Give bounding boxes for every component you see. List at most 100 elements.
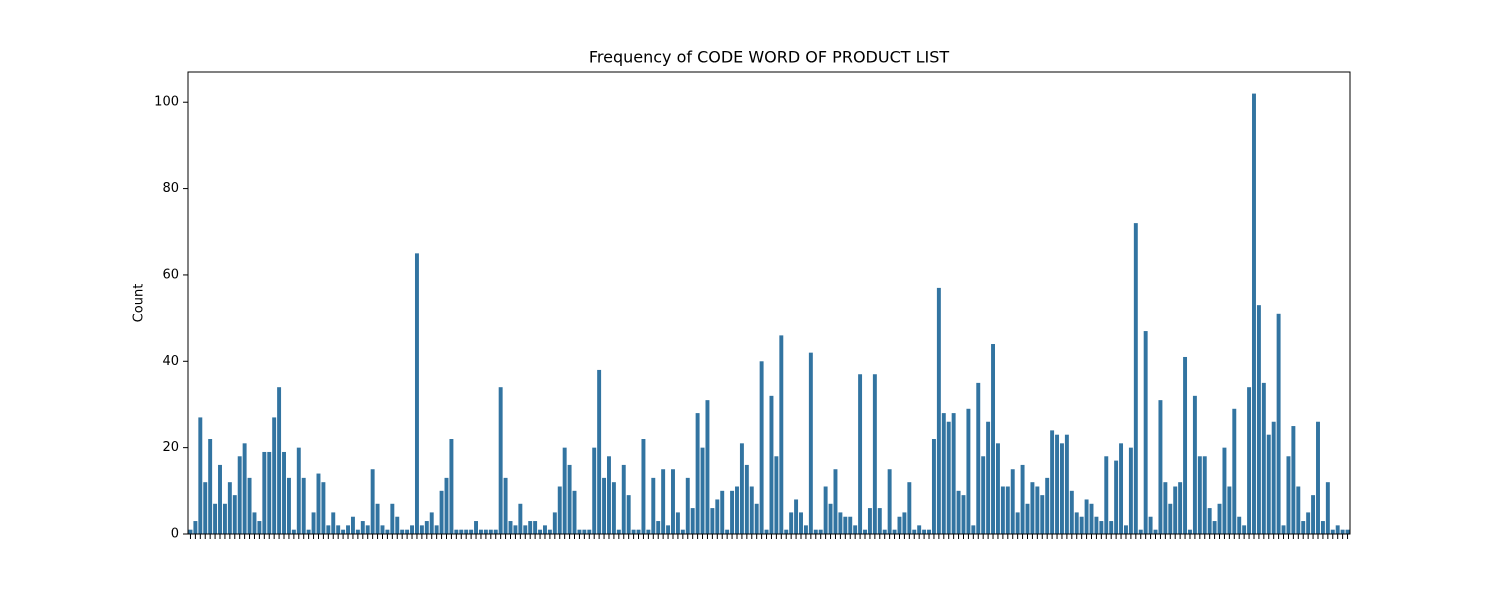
bar <box>700 447 705 534</box>
bar <box>252 512 257 534</box>
bar <box>1340 529 1345 534</box>
bar <box>365 525 370 534</box>
bar <box>1005 486 1010 534</box>
bar <box>198 417 203 534</box>
bar <box>858 374 863 534</box>
bar <box>1020 464 1025 534</box>
bar <box>1099 521 1104 534</box>
bar <box>1202 456 1207 534</box>
bar <box>385 529 390 534</box>
bar <box>735 486 739 534</box>
bar <box>803 525 808 534</box>
bar <box>1197 456 1202 534</box>
bar <box>1212 521 1217 534</box>
bar <box>232 495 237 534</box>
bar <box>543 525 547 534</box>
bar <box>1055 434 1060 534</box>
bar <box>848 516 853 534</box>
bar <box>715 499 720 534</box>
bar <box>213 503 218 534</box>
bar <box>917 525 922 534</box>
bar <box>1252 93 1256 535</box>
bar <box>390 503 395 534</box>
bar <box>779 335 784 534</box>
bar <box>469 529 474 534</box>
bar <box>296 447 301 534</box>
bar <box>710 508 715 534</box>
bar <box>1119 443 1124 534</box>
bar <box>459 529 464 534</box>
bar <box>690 508 695 534</box>
bar <box>533 521 538 534</box>
bar <box>651 477 656 534</box>
bar <box>611 482 616 534</box>
bar <box>282 451 286 534</box>
bar <box>1133 223 1138 534</box>
bar <box>1266 434 1271 534</box>
bar <box>400 529 405 534</box>
bar <box>823 486 828 534</box>
bar <box>946 421 951 534</box>
bar <box>1153 529 1158 534</box>
bar <box>370 469 375 534</box>
bar <box>449 439 454 534</box>
bar <box>995 443 1000 534</box>
bar <box>991 344 995 534</box>
bar <box>808 352 813 534</box>
bar <box>503 477 508 534</box>
bar <box>1124 525 1128 534</box>
bar <box>961 495 966 534</box>
bar <box>730 490 735 534</box>
bar <box>1207 508 1212 534</box>
bar <box>818 529 823 534</box>
bar <box>557 486 562 534</box>
bar <box>1094 516 1099 534</box>
bar <box>434 525 439 534</box>
bar <box>429 512 434 534</box>
bar <box>513 525 518 534</box>
bar <box>1261 382 1266 534</box>
bar <box>1104 456 1109 534</box>
bar <box>405 529 410 534</box>
bar <box>1227 486 1232 534</box>
bar <box>577 529 582 534</box>
bar <box>311 512 316 534</box>
bar <box>853 525 858 534</box>
bar <box>666 525 671 534</box>
bar <box>936 287 941 534</box>
bar <box>1173 486 1178 534</box>
bar <box>582 529 587 534</box>
bar <box>607 456 611 534</box>
bar <box>705 400 710 534</box>
bar <box>863 529 867 534</box>
bar <box>892 529 897 534</box>
bar <box>1345 529 1350 534</box>
bar <box>410 525 414 534</box>
bar <box>661 469 666 534</box>
bar <box>1256 305 1261 534</box>
y-axis-label: Count <box>132 284 147 323</box>
bar <box>833 469 838 534</box>
bar <box>291 529 296 534</box>
bar <box>799 512 803 534</box>
bar <box>193 521 198 534</box>
bar <box>1168 503 1173 534</box>
bar <box>208 439 213 534</box>
bar <box>552 512 557 534</box>
bar <box>508 521 513 534</box>
chart-title: Frequency of CODE WORD OF PRODUCT LIST <box>589 48 950 67</box>
bar <box>424 521 429 534</box>
bar <box>498 387 503 534</box>
bar <box>1045 477 1050 534</box>
bar <box>931 439 936 534</box>
bar <box>1074 512 1079 534</box>
bar <box>203 482 208 534</box>
bar <box>493 529 498 534</box>
bar <box>242 443 247 534</box>
bar <box>789 512 794 534</box>
y-tick-label: 80 <box>162 181 179 196</box>
bar <box>907 482 912 534</box>
bar <box>547 529 552 534</box>
bar <box>725 529 730 534</box>
bar <box>218 464 222 534</box>
